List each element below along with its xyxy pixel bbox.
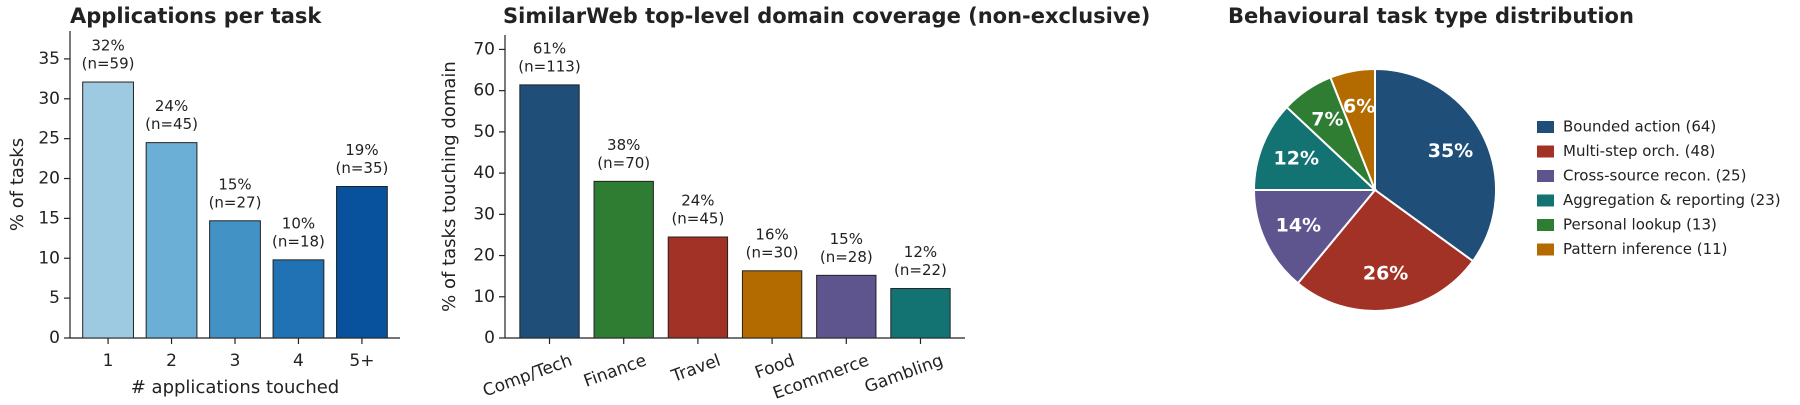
pie-slice [1296, 188, 1475, 312]
slice-label: 35% [1428, 140, 1473, 162]
x-tick-label: Comp/Tech [480, 351, 575, 402]
count-label: (n=70) [597, 154, 650, 172]
y-tick-label: 15 [38, 208, 60, 228]
value-label: 32% [91, 37, 124, 55]
x-tick-label: 3 [230, 351, 241, 371]
slice-label: 7% [1311, 108, 1343, 130]
legend-label: Cross-source recon. (25) [1563, 167, 1746, 185]
count-label: (n=18) [272, 232, 325, 250]
count-label: (n=22) [894, 261, 947, 279]
value-label: 24% [155, 97, 188, 115]
y-tick-label: 30 [38, 89, 60, 109]
slice-label: 26% [1363, 263, 1408, 285]
value-label: 10% [282, 214, 315, 232]
x-axis-label: # applications touched [131, 377, 339, 398]
count-label: (n=59) [82, 55, 135, 73]
bar [816, 274, 877, 339]
value-label: 16% [755, 225, 788, 243]
value-label: 15% [830, 230, 863, 248]
pie-slice [1374, 67, 1497, 263]
y-tick-label: 60 [473, 81, 495, 101]
bar [209, 220, 261, 339]
value-label: 19% [345, 141, 378, 159]
y-axis-label: % of tasks [7, 138, 28, 231]
count-label: (n=28) [820, 248, 873, 266]
value-label: 15% [218, 175, 251, 193]
bar [519, 84, 580, 339]
y-tick-label: 25 [38, 129, 60, 149]
count-label: (n=45) [671, 210, 724, 228]
y-tick-label: 40 [473, 163, 495, 183]
value-label: 12% [904, 243, 937, 261]
value-label: 24% [681, 192, 714, 210]
bar [890, 288, 951, 339]
y-tick-label: 70 [473, 39, 495, 59]
bar [145, 142, 198, 339]
y-tick-label: 0 [484, 328, 495, 348]
y-tick-label: 35 [38, 49, 60, 69]
x-tick-label: 4 [293, 351, 304, 371]
chart-title: SimilarWeb top-level domain coverage (no… [503, 4, 1150, 28]
legend-swatch [1537, 145, 1554, 158]
x-tick-label: Finance [581, 351, 649, 392]
pie-slice [1252, 189, 1378, 285]
count-label: (n=35) [335, 159, 388, 177]
legend-swatch [1537, 170, 1554, 182]
y-tick-label: 0 [49, 328, 60, 348]
count-label: (n=45) [145, 115, 198, 133]
slice-label: 6% [1343, 95, 1375, 117]
legend-swatch [1537, 219, 1554, 231]
bar [741, 270, 803, 339]
slice-label: 12% [1274, 147, 1319, 169]
bar [593, 180, 654, 339]
x-tick-label: 5+ [349, 351, 374, 371]
pie-slice [1329, 67, 1376, 191]
value-label: 61% [533, 39, 566, 57]
x-tick-label: 1 [103, 351, 114, 371]
legend-label: Pattern inference (11) [1563, 240, 1728, 258]
y-tick-label: 10 [473, 287, 495, 307]
legend-swatch [1537, 243, 1554, 256]
count-label: (n=30) [746, 243, 799, 261]
legend-label: Multi-step orch. (48) [1563, 142, 1715, 160]
x-tick-label: Gambling [862, 351, 946, 398]
y-tick-label: 10 [38, 248, 60, 268]
bar [336, 185, 388, 339]
slice-label: 14% [1276, 215, 1321, 237]
x-tick-label: Travel [668, 351, 723, 387]
legend-label: Aggregation & reporting (23) [1563, 191, 1781, 209]
bar [82, 81, 134, 339]
bar [272, 259, 325, 339]
legend-swatch [1537, 121, 1554, 133]
y-tick-label: 30 [473, 204, 495, 224]
y-tick-label: 5 [49, 288, 60, 308]
legend-label: Bounded action (64) [1563, 118, 1716, 136]
chart-title: Applications per task [70, 4, 322, 28]
x-tick-label: 2 [166, 351, 177, 371]
count-label: (n=113) [518, 57, 580, 75]
value-label: 38% [607, 136, 640, 154]
y-tick-label: 20 [38, 169, 60, 189]
legend-swatch [1537, 194, 1554, 207]
pie-slice [1252, 105, 1378, 191]
y-tick-label: 50 [473, 122, 495, 142]
y-axis-label: % of tasks touching domain [439, 61, 460, 312]
legend-label: Personal lookup (13) [1563, 216, 1717, 234]
y-tick-label: 20 [473, 246, 495, 266]
count-label: (n=27) [209, 193, 262, 211]
chart-title: Behavioural task type distribution [1228, 4, 1634, 28]
bar [667, 236, 729, 339]
